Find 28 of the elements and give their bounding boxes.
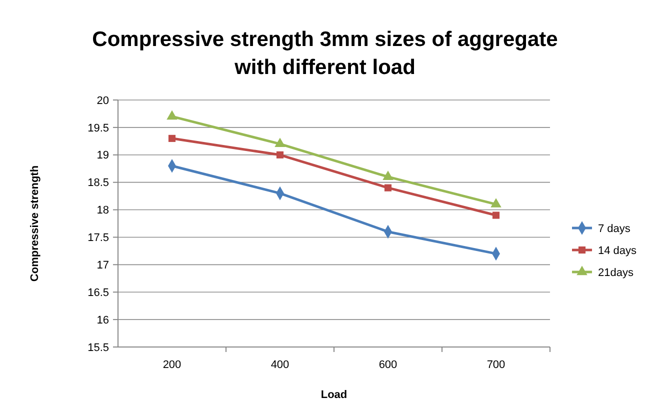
y-tick-label: 18	[96, 204, 109, 217]
point	[274, 138, 286, 148]
x-tick-label: 700	[486, 359, 506, 371]
legend-label: 21days	[598, 266, 634, 279]
y-tick-label: 16	[96, 314, 109, 326]
y-tick-label: 19.5	[88, 122, 109, 134]
point	[384, 184, 392, 192]
y-tick-label: 20	[96, 94, 109, 107]
x-tick-label: 600	[378, 359, 398, 371]
point	[492, 212, 500, 219]
y-tick-label: 17	[96, 260, 109, 272]
legend-label: 14 days	[598, 244, 638, 257]
point	[168, 134, 176, 142]
y-tick-label: 18.5	[88, 177, 109, 190]
point	[166, 110, 178, 120]
legend-label: 7 days	[598, 222, 631, 235]
point	[382, 170, 394, 180]
x-tick-label: 400	[270, 359, 290, 371]
y-tick-label: 17.5	[88, 232, 109, 244]
y-tick-label: 19	[96, 150, 109, 162]
y-tick-label: 16.5	[88, 286, 109, 299]
y-axis-title: Compressive strength	[29, 165, 41, 282]
x-tick-label: 200	[162, 359, 182, 371]
chart-title: Compressive strength 3mm sizes of aggregate with different load	[92, 28, 558, 79]
y-tick-label: 15.5	[88, 342, 109, 354]
x-axis-title: Load	[320, 389, 348, 401]
point	[276, 151, 284, 158]
point	[490, 198, 502, 208]
